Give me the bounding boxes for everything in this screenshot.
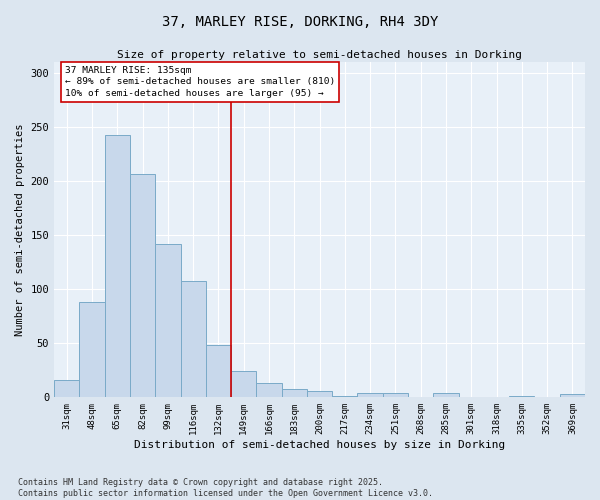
Bar <box>256 384 281 398</box>
Bar <box>130 174 155 398</box>
Text: 37 MARLEY RISE: 135sqm
← 89% of semi-detached houses are smaller (810)
10% of se: 37 MARLEY RISE: 135sqm ← 89% of semi-det… <box>65 66 335 98</box>
Bar <box>307 391 332 398</box>
Bar <box>181 280 206 398</box>
Bar <box>281 388 307 398</box>
Bar <box>433 393 458 398</box>
Text: Contains HM Land Registry data © Crown copyright and database right 2025.
Contai: Contains HM Land Registry data © Crown c… <box>18 478 433 498</box>
Bar <box>560 394 585 398</box>
Title: Size of property relative to semi-detached houses in Dorking: Size of property relative to semi-detach… <box>117 50 522 60</box>
Bar <box>105 134 130 398</box>
Bar <box>54 380 79 398</box>
Bar <box>79 302 105 398</box>
Bar <box>206 346 231 398</box>
Bar <box>155 244 181 398</box>
Bar <box>358 393 383 398</box>
Text: 37, MARLEY RISE, DORKING, RH4 3DY: 37, MARLEY RISE, DORKING, RH4 3DY <box>162 15 438 29</box>
X-axis label: Distribution of semi-detached houses by size in Dorking: Distribution of semi-detached houses by … <box>134 440 505 450</box>
Bar <box>231 372 256 398</box>
Bar <box>509 396 535 398</box>
Y-axis label: Number of semi-detached properties: Number of semi-detached properties <box>15 124 25 336</box>
Bar <box>383 393 408 398</box>
Bar <box>332 396 358 398</box>
